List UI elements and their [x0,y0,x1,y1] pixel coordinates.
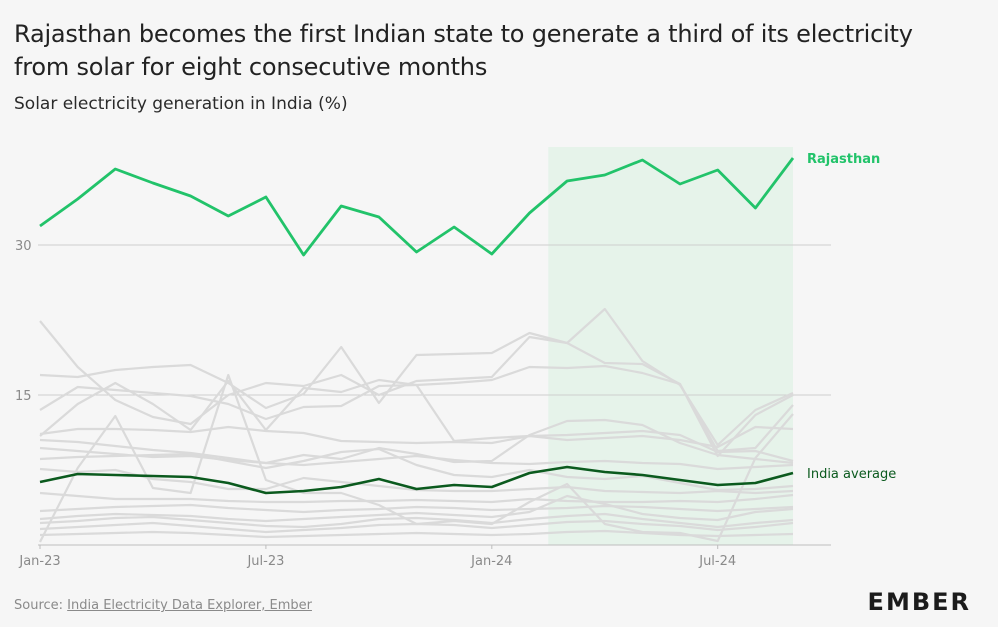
other-state-series-5 [39,425,794,463]
other-state-series-8 [39,447,794,492]
series-rajasthan [39,157,795,257]
source-link[interactable]: India Electricity Data Explorer, Ember [67,598,312,613]
y-tick-label-15: 15 [15,389,32,404]
other-state-series-6 [39,418,794,465]
series-india-average [39,465,794,495]
other-state-series-4 [39,378,794,449]
source-prefix: Source: [14,598,68,613]
label-rajasthan: Rajasthan [807,152,880,167]
chart-title: Rajasthan becomes the first Indian state… [14,20,913,81]
ember-logo: EMBER [867,588,971,616]
label-india-average: India average [807,467,896,482]
other-state-series-12 [39,503,794,514]
x-tick-label-Jul-23: Jul-23 [246,554,284,569]
x-tick-label-Jul-24: Jul-24 [698,554,736,569]
x-tick-label-Jan-23: Jan-23 [18,554,60,569]
x-tick-label-Jan-24: Jan-24 [470,554,512,569]
other-state-series-14 [39,512,794,529]
chart-subtitle: Solar electricity generation in India (%… [14,94,348,114]
other-state-series-11 [39,491,794,504]
line-chart: 15 30 Jan-23 Jul-23 Jan-24 Jul-24 Rajasthan Ind… [15,147,896,569]
other-state-series-13 [39,494,794,523]
y-tick-label-30: 30 [15,239,32,254]
source-note: Source: India Electricity Data Explorer,… [14,598,312,613]
other-state-series-16 [39,529,794,539]
other-state-series-15 [39,519,794,534]
other-state-series-2 [39,331,794,453]
other-state-series-7 [39,446,794,471]
